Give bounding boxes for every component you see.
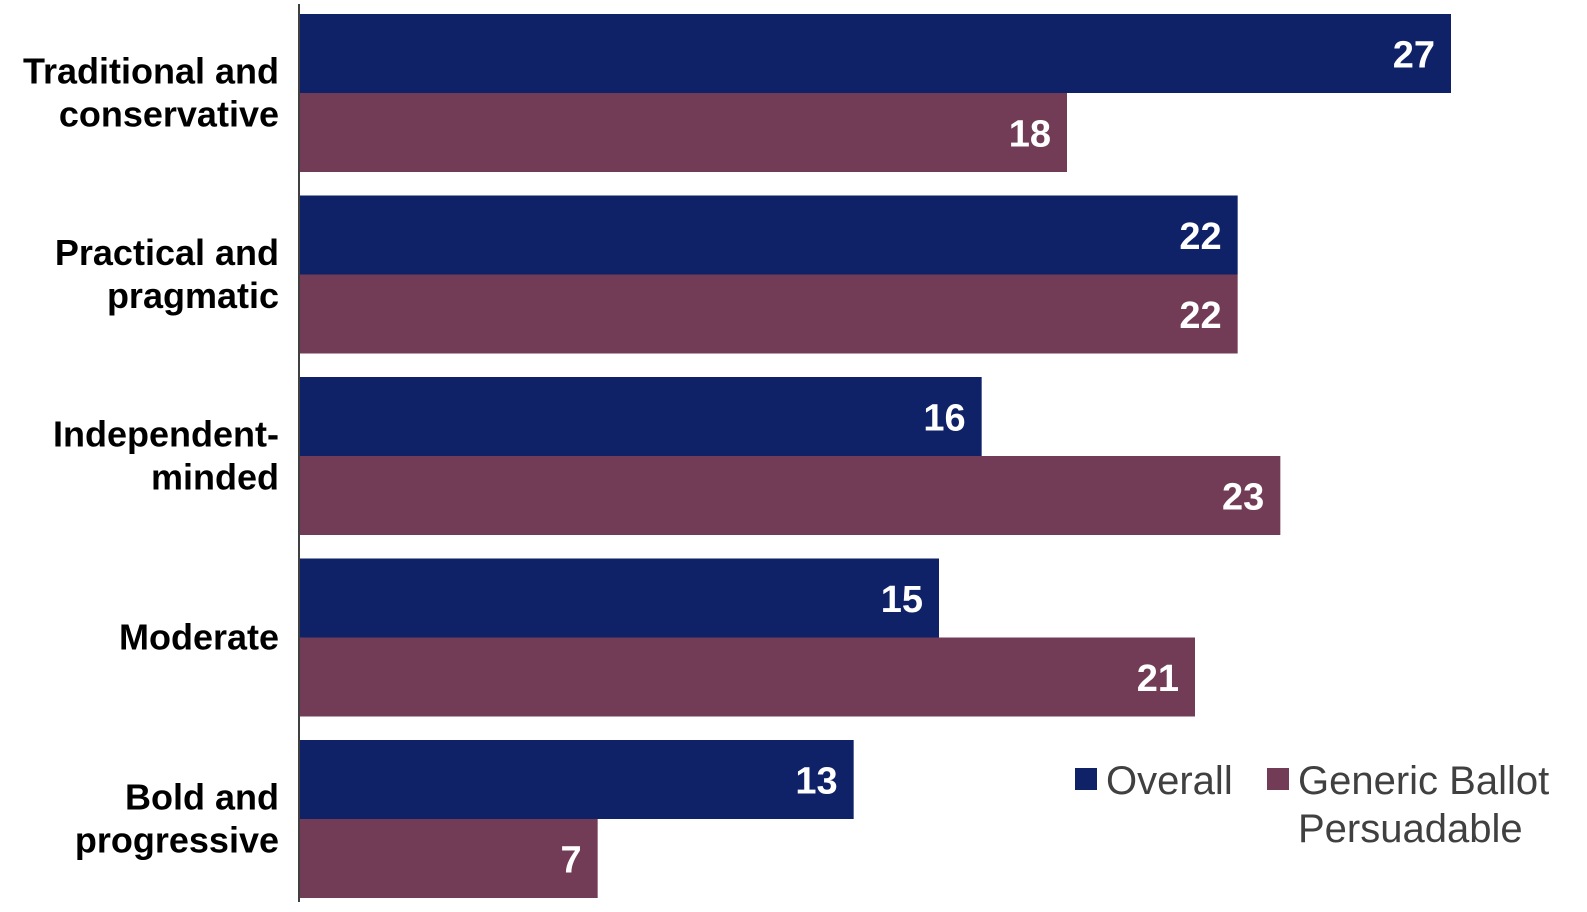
value-label: 22 [1179,216,1221,258]
bar-overall-2 [299,377,982,456]
category-label: Bold and [125,777,279,818]
legend-label-persuadable: Persuadable [1298,807,1523,851]
category-label: progressive [75,820,279,861]
legend-label-persuadable: Generic Ballot [1298,759,1549,803]
category-label: minded [151,457,279,498]
value-label: 13 [795,761,837,803]
value-labels-layer: 27 18 22 22 16 23 15 21 13 7 [561,35,1435,882]
category-label: conservative [59,94,279,135]
value-label: 15 [881,579,923,621]
category-label: Moderate [119,617,279,658]
bar-persuadable-2 [299,456,1281,535]
value-label: 16 [923,398,965,440]
bar-persuadable-0 [299,93,1067,172]
value-label: 27 [1393,35,1435,77]
value-label: 23 [1222,477,1264,519]
category-label: pragmatic [107,275,279,316]
bar-persuadable-4 [299,819,598,898]
legend-swatch-overall [1075,768,1097,790]
category-label: Independent- [53,414,279,455]
bars-layer [299,14,1451,898]
bar-persuadable-1 [299,274,1238,354]
value-label: 21 [1137,658,1179,700]
bar-overall-3 [299,558,939,638]
legend-swatch-persuadable [1267,768,1289,790]
bar-overall-0 [299,14,1451,93]
bar-persuadable-3 [299,637,1195,717]
bar-overall-1 [299,195,1238,275]
category-label: Practical and [55,232,279,273]
value-label: 22 [1179,295,1221,337]
bar-overall-4 [299,740,854,819]
value-label: 18 [1009,114,1051,156]
legend-label-overall: Overall [1106,759,1233,803]
category-label: Traditional and [23,51,279,92]
value-label: 7 [561,840,582,882]
